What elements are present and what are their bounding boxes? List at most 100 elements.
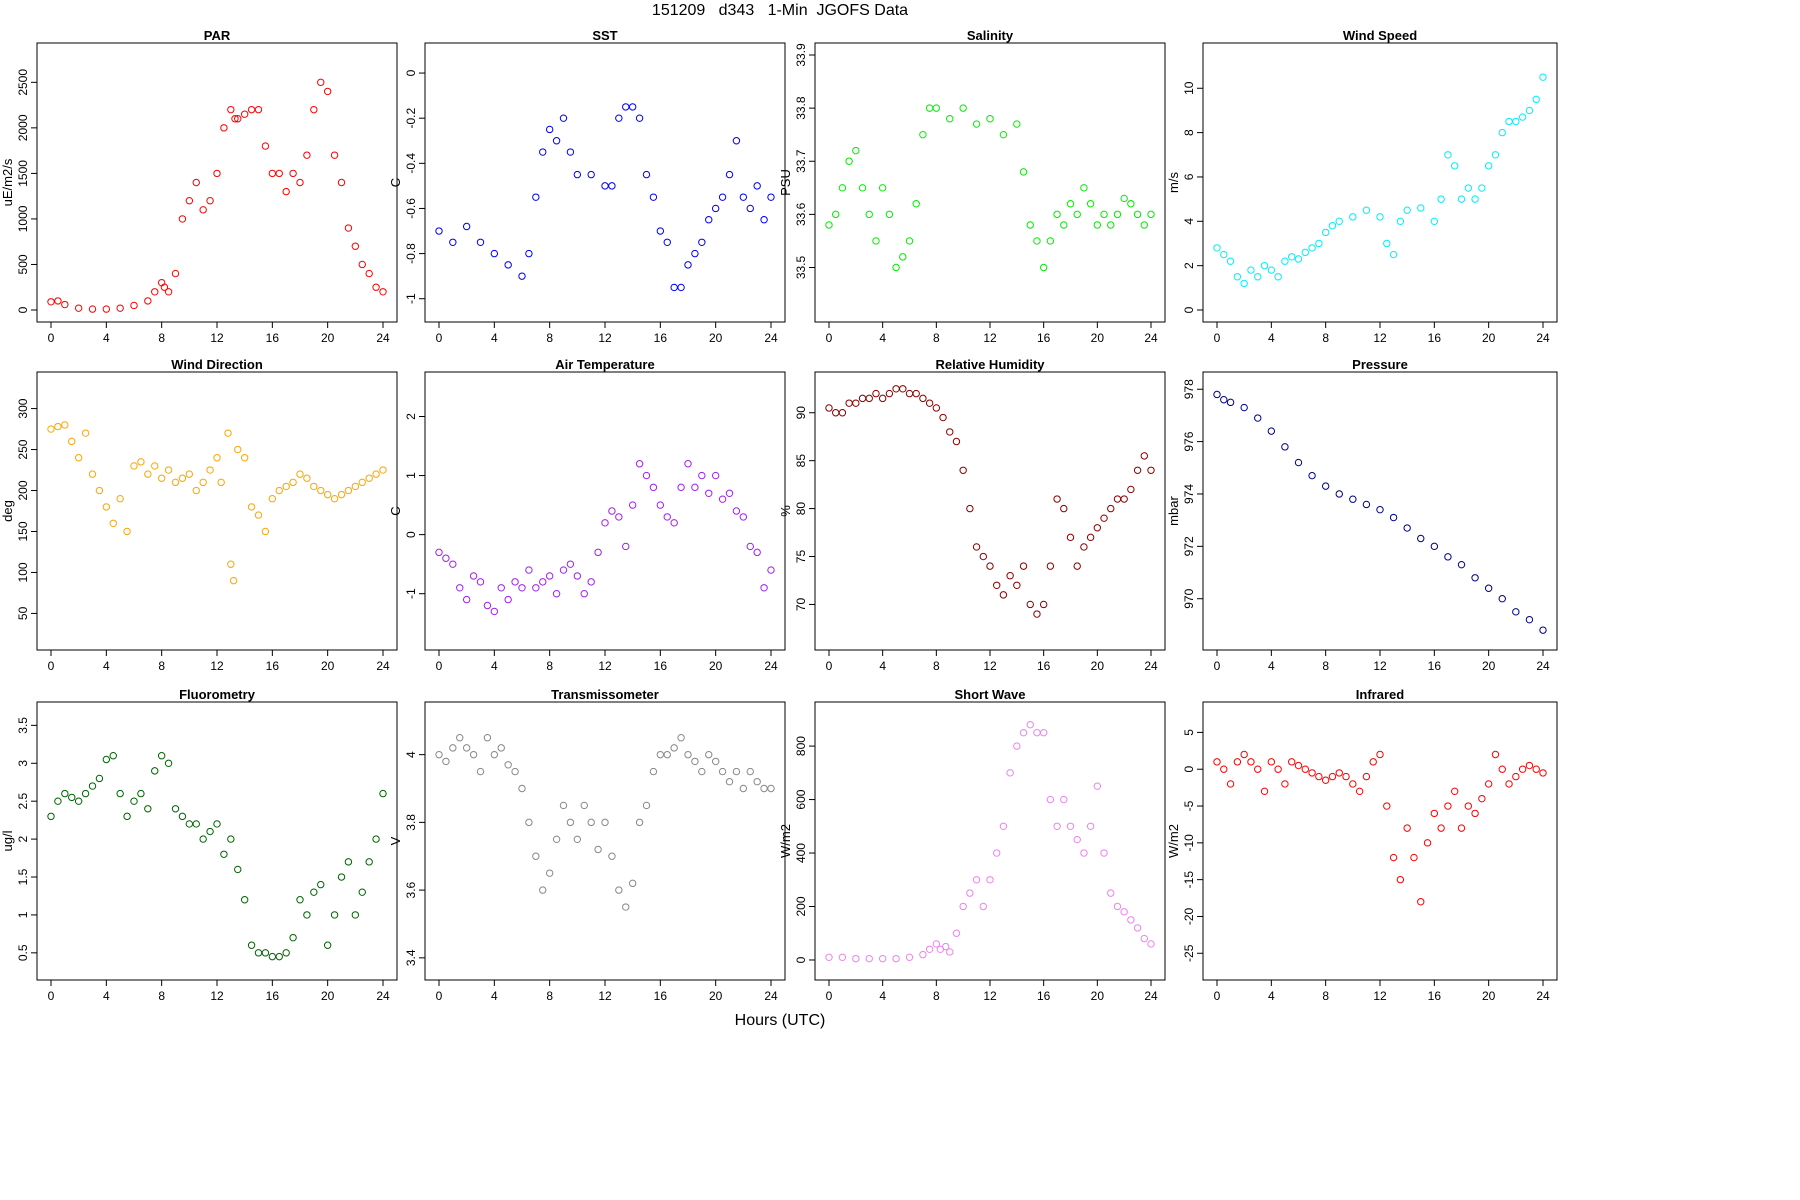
sst-point	[725, 170, 734, 179]
wind-speed-point	[1247, 266, 1255, 274]
sst-x-tick-label: 12	[598, 331, 612, 345]
wind-direction-point	[282, 482, 290, 491]
short-wave-point	[1127, 916, 1135, 924]
wind-direction-point	[351, 482, 360, 491]
transmissometer-point	[580, 801, 588, 810]
sst-point	[767, 193, 775, 201]
fluorometry-point	[323, 941, 332, 949]
relative-humidity-point	[959, 466, 967, 474]
par-point	[206, 197, 214, 205]
infrared-point	[1484, 780, 1493, 788]
air-temperature-point	[635, 460, 644, 468]
fluorometry-point	[282, 949, 290, 957]
salinity-point	[1107, 221, 1115, 229]
transmissometer-x-tick-label: 24	[764, 989, 778, 1003]
pressure-point	[1226, 398, 1235, 407]
transmissometer-point	[476, 767, 485, 776]
transmissometer-point	[628, 879, 637, 888]
wind-direction-point	[330, 495, 339, 503]
relative-humidity-point	[1127, 485, 1135, 494]
wind-direction-point	[68, 437, 76, 446]
wind-speed-y-tick-label: 10	[1182, 81, 1196, 95]
wind-speed-x-tick-label: 16	[1428, 331, 1442, 345]
wind-direction-point	[54, 422, 62, 431]
salinity-point	[872, 237, 880, 245]
transmissometer-point	[539, 886, 547, 894]
wind-speed-point	[1471, 195, 1479, 203]
fluorometry-point	[289, 933, 297, 942]
short-wave-point	[986, 876, 994, 884]
wind-direction-plot-frame	[36, 371, 398, 651]
wind-speed-point	[1233, 273, 1242, 281]
salinity-point	[1060, 221, 1068, 229]
wind-speed-point	[1478, 184, 1486, 192]
wind-speed-point	[1226, 257, 1235, 265]
short-wave-point	[925, 945, 934, 953]
wind-direction-point	[95, 486, 104, 495]
pressure-point	[1484, 584, 1493, 592]
fluorometry-y-tick-label: 2	[16, 835, 30, 842]
sst-point	[705, 216, 713, 224]
transmissometer-point	[615, 886, 623, 894]
wind-speed-y-tick-label: 0	[1182, 306, 1196, 313]
wind-direction-point	[217, 478, 225, 487]
wind-direction-point	[81, 429, 90, 437]
sst-point	[628, 103, 637, 111]
wind-direction-point	[234, 445, 242, 454]
relative-humidity-point	[1073, 562, 1081, 570]
wind-direction-y-label: deg	[0, 500, 15, 522]
infrared-point	[1389, 853, 1398, 862]
air-temperature-point	[476, 578, 485, 586]
sst-x-tick-label: 20	[709, 331, 723, 345]
air-temperature-point	[663, 513, 671, 521]
wind-speed-point	[1539, 73, 1547, 81]
pressure-point	[1444, 553, 1452, 561]
transmissometer-point	[711, 757, 720, 766]
sst-point	[746, 204, 754, 213]
short-wave-x-tick-label: 24	[1144, 989, 1158, 1003]
sst-point	[684, 261, 692, 269]
fluorometry-point	[358, 888, 366, 896]
par-point	[220, 124, 228, 132]
wind-speed-point	[1451, 162, 1459, 170]
salinity-point	[932, 104, 941, 112]
relative-humidity-x-tick-label: 24	[1144, 659, 1158, 673]
wind-direction-x-tick-label: 0	[48, 659, 55, 673]
short-wave-point	[959, 902, 967, 911]
sst-x-tick-label: 4	[491, 331, 498, 345]
salinity-point	[972, 120, 981, 128]
fluorometry-point	[109, 752, 117, 760]
fluorometry-y-tick-label: 2.5	[16, 793, 30, 810]
infrared-point	[1349, 780, 1357, 788]
infrared-y-tick-label: -25	[1182, 944, 1196, 962]
fluorometry-point	[330, 911, 339, 919]
wind-direction-point	[192, 486, 200, 495]
par-point	[47, 298, 55, 306]
pressure-y-tick-label: 972	[1182, 536, 1196, 556]
wind-speed-point	[1430, 217, 1439, 226]
salinity-point	[1066, 200, 1075, 208]
short-wave-point	[1006, 769, 1014, 777]
fluorometry-y-tick-label: 3.5	[16, 717, 30, 734]
wind-direction-point	[365, 474, 373, 482]
short-wave-x-tick-label: 16	[1037, 989, 1051, 1003]
relative-humidity-point	[832, 409, 840, 417]
x-axis-title: Hours (UTC)	[734, 1012, 826, 1029]
short-wave-x-tick-label: 8	[933, 989, 940, 1003]
infrared-point	[1274, 765, 1282, 773]
par-y-tick-label: 0	[16, 306, 30, 313]
transmissometer-point	[622, 903, 630, 911]
infrared-point	[1288, 758, 1296, 766]
relative-humidity-point	[858, 394, 867, 403]
par-point	[372, 283, 380, 291]
infrared-point	[1328, 772, 1337, 781]
sst-y-tick-label: -0.2	[404, 108, 418, 129]
infrared-point	[1254, 765, 1262, 773]
transmissometer-title: Transmissometer	[551, 687, 659, 702]
par-point	[296, 178, 304, 187]
wind-direction-y-tick-label: 250	[16, 439, 30, 459]
salinity-point	[852, 146, 860, 155]
infrared-point	[1437, 824, 1445, 832]
wind-speed-point	[1491, 151, 1500, 159]
short-wave-title: Short Wave	[954, 687, 1025, 702]
